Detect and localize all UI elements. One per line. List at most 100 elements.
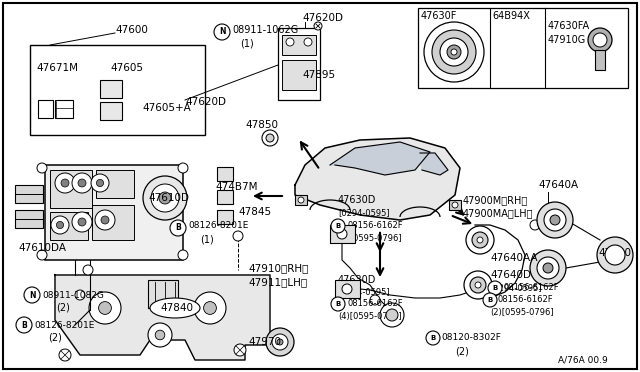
Text: B: B bbox=[430, 335, 436, 341]
Bar bbox=[100, 102, 122, 120]
Circle shape bbox=[148, 323, 172, 347]
Text: 08120-8302F: 08120-8302F bbox=[441, 334, 501, 343]
Text: (1): (1) bbox=[200, 235, 214, 245]
Ellipse shape bbox=[512, 49, 522, 67]
Text: A/76A 00.9: A/76A 00.9 bbox=[558, 356, 608, 365]
Text: (2): (2) bbox=[56, 303, 70, 313]
Circle shape bbox=[91, 174, 109, 192]
Text: 47610D: 47610D bbox=[148, 193, 189, 203]
Circle shape bbox=[37, 250, 47, 260]
Circle shape bbox=[75, 290, 85, 300]
Bar bbox=[55, 100, 73, 118]
Circle shape bbox=[277, 339, 283, 345]
Circle shape bbox=[178, 250, 188, 260]
Bar bbox=[148, 280, 178, 308]
Text: 47910〈RH〉: 47910〈RH〉 bbox=[248, 263, 308, 273]
Circle shape bbox=[204, 302, 216, 314]
Text: (2): (2) bbox=[455, 346, 469, 356]
Circle shape bbox=[233, 231, 243, 241]
Circle shape bbox=[97, 179, 104, 187]
Text: N: N bbox=[29, 291, 35, 299]
Circle shape bbox=[424, 22, 484, 82]
Circle shape bbox=[234, 344, 246, 356]
Circle shape bbox=[370, 295, 380, 305]
Circle shape bbox=[530, 220, 540, 230]
Circle shape bbox=[16, 317, 32, 333]
Text: 47970: 47970 bbox=[248, 337, 281, 347]
Circle shape bbox=[426, 331, 440, 345]
Circle shape bbox=[550, 215, 560, 225]
Text: 08126-8201E: 08126-8201E bbox=[34, 321, 94, 330]
Bar bbox=[50, 212, 88, 240]
Text: [0294-0595]: [0294-0595] bbox=[490, 283, 541, 292]
Bar bbox=[15, 210, 43, 228]
Circle shape bbox=[298, 197, 304, 203]
Circle shape bbox=[447, 45, 461, 59]
Bar bbox=[295, 195, 307, 205]
Text: B: B bbox=[488, 297, 493, 303]
Text: 47910G: 47910G bbox=[548, 35, 586, 45]
Text: B: B bbox=[492, 285, 498, 291]
Bar bbox=[217, 210, 233, 224]
Circle shape bbox=[440, 38, 468, 66]
Bar bbox=[38, 100, 53, 118]
Bar bbox=[217, 167, 233, 181]
Bar bbox=[449, 200, 461, 210]
Circle shape bbox=[101, 216, 109, 224]
Circle shape bbox=[314, 22, 322, 30]
Text: 47671M: 47671M bbox=[36, 63, 78, 73]
Bar bbox=[282, 35, 316, 55]
Text: 47895: 47895 bbox=[302, 70, 335, 80]
Text: B: B bbox=[335, 301, 340, 307]
Text: 47950: 47950 bbox=[598, 248, 631, 258]
Text: 47900M〈RH〉: 47900M〈RH〉 bbox=[463, 195, 528, 205]
Bar bbox=[92, 205, 134, 240]
Text: B: B bbox=[175, 224, 181, 232]
Text: B: B bbox=[21, 321, 27, 330]
Circle shape bbox=[266, 134, 274, 142]
Text: 47900MA〈LH〉: 47900MA〈LH〉 bbox=[463, 208, 534, 218]
Text: 47610DA: 47610DA bbox=[18, 243, 66, 253]
Text: 08156-6162F: 08156-6162F bbox=[503, 283, 559, 292]
Circle shape bbox=[380, 303, 404, 327]
Text: (1): (1) bbox=[240, 38, 253, 48]
Ellipse shape bbox=[508, 44, 526, 72]
Text: 47845: 47845 bbox=[238, 207, 271, 217]
Circle shape bbox=[537, 202, 573, 238]
Text: 47840: 47840 bbox=[160, 303, 193, 313]
Circle shape bbox=[605, 245, 625, 265]
Circle shape bbox=[533, 265, 543, 275]
Circle shape bbox=[72, 212, 92, 232]
Text: 08911-1082G: 08911-1082G bbox=[42, 291, 104, 299]
Text: B: B bbox=[335, 223, 340, 229]
Circle shape bbox=[588, 28, 612, 52]
Circle shape bbox=[214, 24, 230, 40]
Polygon shape bbox=[330, 142, 430, 175]
Text: 47630FA: 47630FA bbox=[548, 21, 590, 31]
Text: 47640AA: 47640AA bbox=[490, 253, 538, 263]
Text: 08156-6162F: 08156-6162F bbox=[347, 299, 403, 308]
Circle shape bbox=[272, 334, 288, 350]
Text: 47630F: 47630F bbox=[421, 11, 458, 21]
Circle shape bbox=[544, 209, 566, 231]
Circle shape bbox=[89, 292, 121, 324]
Bar bbox=[15, 185, 43, 203]
Circle shape bbox=[266, 328, 294, 356]
Circle shape bbox=[386, 309, 398, 321]
Circle shape bbox=[95, 210, 115, 230]
Bar bbox=[282, 60, 316, 90]
Circle shape bbox=[331, 297, 345, 311]
Text: (2): (2) bbox=[48, 333, 62, 343]
Circle shape bbox=[78, 179, 86, 187]
Text: 47605: 47605 bbox=[110, 63, 143, 73]
Text: 47911〈LH〉: 47911〈LH〉 bbox=[248, 277, 307, 287]
Text: 47620D: 47620D bbox=[302, 13, 343, 23]
Circle shape bbox=[483, 293, 497, 307]
Text: 47620D: 47620D bbox=[185, 97, 226, 107]
Circle shape bbox=[59, 349, 71, 361]
Circle shape bbox=[262, 130, 278, 146]
Circle shape bbox=[475, 282, 481, 288]
Circle shape bbox=[472, 232, 488, 248]
Polygon shape bbox=[420, 153, 448, 175]
Bar bbox=[45, 165, 183, 260]
